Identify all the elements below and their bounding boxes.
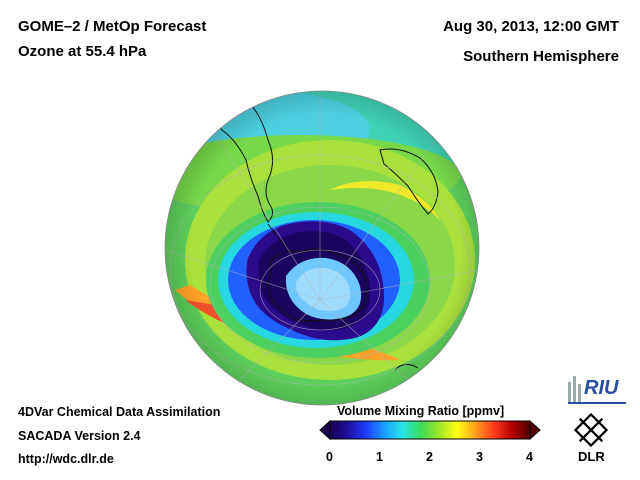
forecast-date: Aug 30, 2013, 12:00 GMT: [443, 18, 619, 35]
dlr-logo-text: DLR: [578, 449, 605, 464]
colorbar-gradient: [329, 420, 531, 440]
colorbar-tick-label: 2: [426, 450, 433, 464]
colorbar-min-arrow: [319, 419, 331, 441]
colorbar-label: Volume Mixing Ratio [ppmv]: [337, 404, 505, 418]
colorbar-tick-label: 0: [326, 450, 333, 464]
version-label: SACADA Version 2.4: [18, 429, 141, 443]
website-link[interactable]: http://wdc.dlr.de: [18, 452, 114, 466]
colorbar-max-arrow: [529, 419, 541, 441]
hemisphere-label: Southern Hemisphere: [463, 48, 619, 65]
riu-logo-text: RIU: [584, 377, 619, 399]
colorbar-tick-label: 4: [526, 450, 533, 464]
riu-logo: RIU: [568, 376, 626, 404]
map-subtitle: Ozone at 55.4 hPa: [18, 43, 147, 60]
map-title: GOME–2 / MetOp Forecast: [18, 18, 207, 35]
dlr-logo: DLR: [573, 412, 609, 464]
colorbar-tick-label: 3: [476, 450, 483, 464]
colorbar: [319, 419, 541, 441]
assimilation-label: 4DVar Chemical Data Assimilation: [18, 405, 221, 419]
colorbar-tick-label: 1: [376, 450, 383, 464]
